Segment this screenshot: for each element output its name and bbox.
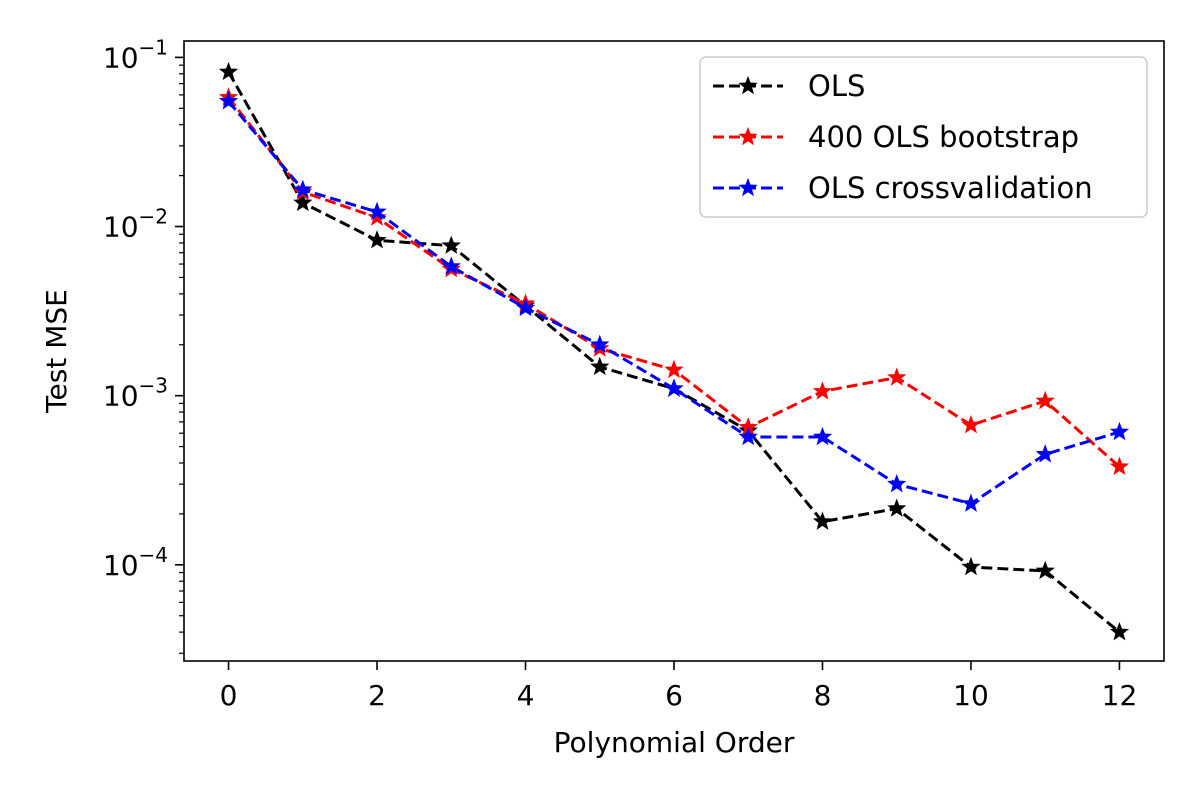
data-point [367,207,387,226]
y-tick-label: 10−3 [103,374,168,413]
x-tick-label: 8 [814,679,832,712]
legend-item: OLS [713,69,865,103]
data-point [441,256,461,275]
data-point [812,426,833,446]
data-point [887,498,907,517]
data-point [961,414,981,434]
y-axis-label: Test MSE [40,289,73,414]
data-point [1109,456,1130,475]
data-point [887,473,907,493]
data-point [590,356,610,376]
data-point [812,381,833,400]
data-point [590,334,610,353]
x-tick-label: 2 [368,679,386,712]
data-point [293,192,313,212]
data-point [738,426,758,446]
y-tick-label: 10−2 [103,205,168,244]
data-point [367,201,387,221]
y-tick-label: 10−4 [103,543,168,582]
series-3 [218,91,1130,512]
data-point [218,91,239,110]
data-point [1109,621,1130,641]
ticks-layer: 0 2 4 6 8 10 12 10−1 10−2 10−3 10−4 [103,35,1137,712]
data-point [218,61,239,81]
data-point [293,179,313,198]
legend-marker [738,75,758,95]
data-point [664,378,684,397]
x-tick-label: 12 [1102,679,1138,712]
x-tick-label: 6 [665,679,683,712]
data-point [664,359,684,379]
legend-item: 400 OLS bootstrap [713,120,1079,154]
legend-label: 400 OLS bootstrap [808,120,1079,154]
data-point [515,297,536,317]
legend-label: OLS crossvalidation [808,171,1093,205]
data-point [961,556,981,576]
x-tick-label: 10 [953,679,989,712]
data-point [1035,560,1055,580]
x-tick-label: 0 [220,679,238,712]
series-layer [218,61,1130,641]
data-point [1109,421,1130,441]
x-tick-label: 4 [517,679,535,712]
legend-items: OLS 400 OLS bootstrap OLS crossvalidation [713,69,1093,205]
legend-label: OLS [808,69,865,103]
x-axis-label: Polynomial Order [554,726,795,759]
legend-marker [738,177,758,197]
data-point [1035,390,1055,410]
data-point [367,230,387,249]
data-point [887,367,907,386]
legend-box [699,56,1148,218]
data-point [961,493,981,512]
legend-marker [738,126,758,146]
y-tick-label: 10−1 [103,35,168,74]
legend-item: OLS crossvalidation [713,171,1093,205]
data-point [1035,444,1055,463]
data-point [441,235,461,254]
data-point [812,511,833,530]
legend: OLS 400 OLS bootstrap OLS crossvalidation [699,56,1148,218]
